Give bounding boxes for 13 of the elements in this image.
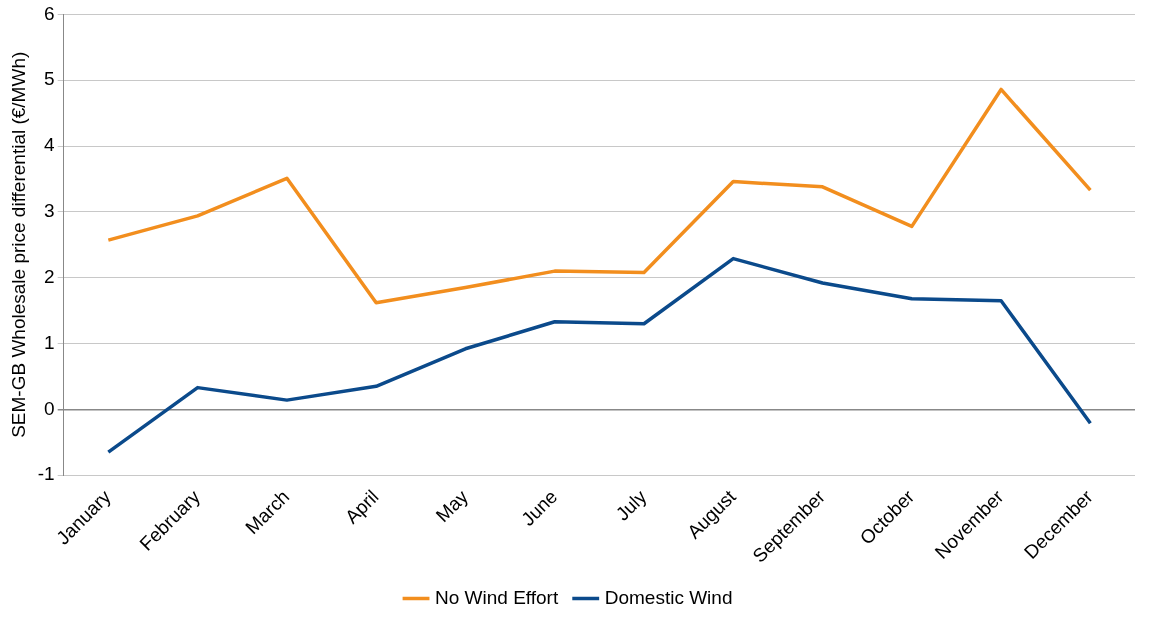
x-tick-label: July [611,485,651,525]
y-tick-label: 0 [44,397,55,419]
y-tick-label: 5 [44,68,55,90]
y-tick-label: 6 [44,2,55,24]
y-axis-title: SEM-GB Wholesale price differential (€/MWh) [7,51,29,438]
x-tick-label: May [431,485,473,527]
y-tick-label: 1 [44,331,55,353]
legend-label: No Wind Effort [435,586,559,608]
y-tick-label: 2 [44,265,55,287]
legend-label: Domestic Wind [604,586,733,608]
y-tick-label: 3 [44,200,55,222]
y-tick-label: -1 [37,463,55,485]
y-tick-label: 4 [44,134,56,156]
